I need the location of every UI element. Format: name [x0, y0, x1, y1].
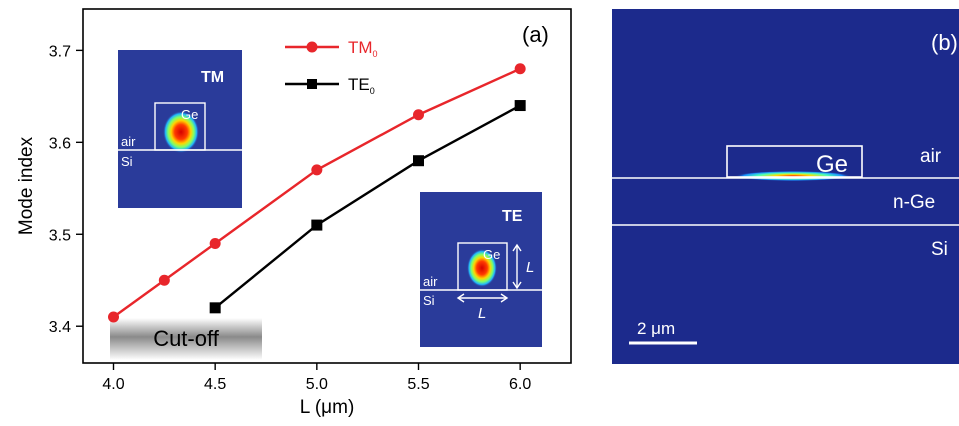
legend-te-marker — [307, 79, 317, 89]
plot-frame — [82, 8, 572, 364]
scale-bar-label: 2 μm — [637, 319, 675, 338]
panel-b-label: (b) — [931, 30, 958, 55]
data-point-te0 — [514, 100, 526, 112]
inset-te-ge-label: Ge — [483, 247, 500, 262]
y-tick-label: 3.4 — [49, 319, 71, 336]
legend-te-label: TE0 — [348, 75, 375, 96]
width-arrow — [456, 293, 509, 303]
layer-si-label: Si — [931, 239, 948, 260]
inset-te-si-label: Si — [423, 293, 435, 308]
x-tick-label: 5.0 — [306, 376, 328, 393]
series-line-te0 — [214, 104, 521, 309]
panel-a: Cut-off 4.0 4.5 5.0 5.5 6.0 3.4 3.5 3.6 3.7 Mode… — [16, 8, 572, 418]
data-point-tm0 — [413, 109, 424, 121]
legend: TM0 TE0 — [285, 38, 378, 96]
layer-nge-label: n-Ge — [893, 192, 935, 213]
field-background — [612, 9, 959, 364]
data-point-te0 — [311, 219, 323, 231]
y-tick-label: 3.6 — [49, 135, 71, 152]
legend-tm-label: TM0 — [348, 38, 378, 59]
inset-tm-ge-label: Ge — [181, 107, 198, 122]
series-line-tm0 — [112, 67, 521, 318]
inset-tm-air-label: air — [121, 134, 136, 149]
ge-label: Ge — [816, 151, 848, 178]
inset-te-mode — [467, 249, 497, 287]
cutoff-label: Cut-off — [153, 326, 220, 351]
data-point-te0 — [413, 155, 424, 167]
x-tick-label: 4.0 — [102, 376, 124, 393]
inset-te-height-label: L — [526, 259, 534, 276]
panel-b: (b) Ge air n-Ge Si 2 μm — [612, 9, 959, 364]
data-point-tm0 — [514, 63, 526, 75]
inset-te-title: TE — [502, 208, 523, 225]
legend-tm-marker — [306, 41, 318, 53]
y-tick-label: 3.7 — [49, 43, 71, 60]
data-point-tm0 — [209, 237, 221, 249]
y-tick-label: 3.5 — [49, 227, 71, 244]
inset-te-air-label: air — [423, 274, 438, 289]
series-layer — [108, 63, 526, 323]
inset-tm-mode — [163, 111, 199, 153]
panel-a-label: (a) — [522, 22, 549, 47]
layer-air-label: air — [920, 146, 942, 167]
x-tick-label: 4.5 — [204, 376, 226, 393]
inset-tm-si-label: Si — [121, 154, 133, 169]
x-tick-label: 5.5 — [407, 376, 429, 393]
inset-tm-title: TM — [201, 69, 224, 86]
ge-ridge-box — [726, 145, 863, 178]
cutoff-band — [110, 318, 262, 360]
ylabel: Mode index — [16, 136, 37, 235]
inset-te-width-label: L — [478, 305, 486, 322]
x-tick-label: 6.0 — [509, 376, 531, 393]
xlabel: L (μm) — [300, 397, 355, 418]
inset-te: TE Ge air Si L L — [420, 192, 542, 347]
data-point-tm0 — [108, 311, 119, 323]
axis-ticks: 4.0 4.5 5.0 5.5 6.0 3.4 3.5 3.6 3.7 — [49, 43, 532, 393]
data-point-te0 — [209, 302, 221, 314]
data-point-tm0 — [158, 274, 170, 286]
height-arrow — [512, 243, 522, 290]
data-point-tm0 — [311, 164, 323, 176]
inset-tm: TM Ge air Si — [118, 50, 242, 208]
